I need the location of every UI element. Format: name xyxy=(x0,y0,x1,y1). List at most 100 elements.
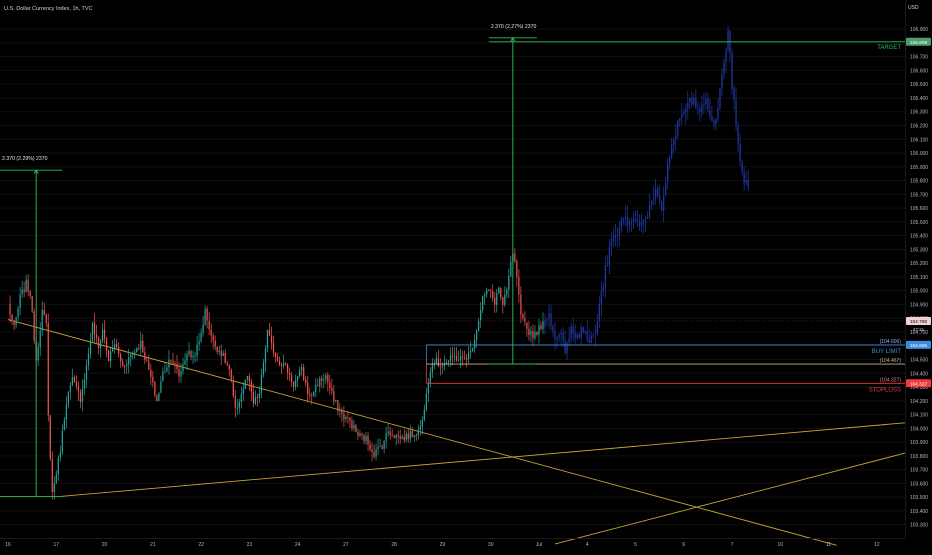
candle xyxy=(377,446,379,449)
y-tick-label: 103.500 xyxy=(910,495,928,501)
candle xyxy=(480,310,482,321)
candle xyxy=(162,371,164,382)
projection-candle xyxy=(673,138,675,145)
y-tick-label: 105.400 xyxy=(910,234,928,240)
candle xyxy=(188,351,190,355)
candle xyxy=(375,448,377,457)
projection-candle xyxy=(598,304,600,322)
candle xyxy=(496,293,498,305)
y-tick-label: 103.800 xyxy=(910,454,928,460)
projection-candle xyxy=(558,334,560,338)
candle xyxy=(220,350,222,356)
projection-candle xyxy=(642,219,645,222)
projection-candle xyxy=(640,221,643,226)
projection-candle xyxy=(695,97,697,109)
candle xyxy=(403,436,405,441)
candle xyxy=(101,329,104,342)
candle xyxy=(427,383,429,394)
projection-candle xyxy=(654,188,657,199)
candle xyxy=(176,364,178,369)
candle xyxy=(198,341,200,345)
candles xyxy=(9,248,544,500)
candle xyxy=(506,289,508,295)
candle xyxy=(282,363,285,366)
candle xyxy=(536,332,538,335)
candle xyxy=(214,340,216,347)
candle xyxy=(270,335,273,343)
projection-candle xyxy=(556,337,558,340)
candle xyxy=(447,360,450,363)
candle xyxy=(476,330,478,341)
trendline-ascending-lower[interactable] xyxy=(60,422,906,497)
projection-candle xyxy=(572,326,574,333)
candle xyxy=(156,395,158,401)
trendline-ascending-far[interactable] xyxy=(554,452,906,545)
candle xyxy=(339,410,341,412)
projection-candle xyxy=(731,52,733,89)
candle xyxy=(202,324,204,333)
y-tick-label: 105.900 xyxy=(910,165,928,171)
projection-candle xyxy=(689,98,691,103)
candle xyxy=(498,287,500,294)
candle xyxy=(21,289,23,295)
projection-candle xyxy=(550,313,552,326)
candle xyxy=(311,395,313,397)
candle xyxy=(262,362,265,375)
projection-candle xyxy=(618,227,621,237)
candle xyxy=(482,296,484,311)
projection-candle xyxy=(727,30,729,51)
price-levels[interactable]: TARGET (104.606) BUY LIMIT (104.467) (104.32… xyxy=(0,41,905,394)
candle xyxy=(276,357,279,361)
candle xyxy=(327,375,329,383)
candle xyxy=(27,279,29,291)
candle xyxy=(331,387,333,392)
projection-candle xyxy=(582,327,584,333)
y-tick-label: 106.600 xyxy=(910,68,928,74)
projection-candle xyxy=(622,218,625,219)
x-tick-label: 20 xyxy=(102,542,108,548)
candle xyxy=(79,391,82,402)
projection-candle xyxy=(709,110,711,117)
price-axis[interactable]: 103.300 103.400 103.500 103.600 103.700 103.8… xyxy=(910,27,928,529)
candle xyxy=(192,355,194,358)
projection-candle xyxy=(560,332,562,335)
candle xyxy=(124,365,126,367)
candle xyxy=(421,419,423,427)
projection-candle xyxy=(701,105,703,113)
candle xyxy=(469,350,472,353)
candle xyxy=(71,377,74,386)
y-tick-label: 104.100 xyxy=(910,413,928,419)
candle xyxy=(399,435,401,439)
candle xyxy=(168,359,170,368)
candle xyxy=(389,431,391,436)
projection-candle xyxy=(713,120,715,124)
projection-candle xyxy=(703,104,705,106)
candle xyxy=(357,431,359,436)
measure-tools[interactable]: 2.370 (2.29%) 2370 2.370 (2.27%) 2370 xyxy=(0,24,537,497)
entry-value: (104.467) xyxy=(880,358,902,364)
candle xyxy=(391,435,393,437)
projection-candle xyxy=(600,290,602,305)
candle xyxy=(369,444,371,450)
candle xyxy=(39,330,41,348)
candle xyxy=(152,377,154,383)
candle xyxy=(286,363,289,374)
candle xyxy=(190,351,192,358)
candle xyxy=(114,344,116,348)
projection-candle xyxy=(671,144,673,158)
projection-candle xyxy=(667,163,669,183)
candle xyxy=(55,474,57,484)
projection-candle xyxy=(723,62,725,75)
x-tick-label: Jul xyxy=(536,542,542,548)
candle xyxy=(520,294,522,315)
candle xyxy=(65,404,67,420)
projection-candle xyxy=(590,335,592,343)
time-axis[interactable]: 16 17 20 21 22 23 24 27 28 29 30 Jul 4 5 6 7 10 11 12 xyxy=(5,542,880,548)
candle xyxy=(387,431,389,434)
candle xyxy=(319,378,321,387)
candle xyxy=(508,276,510,290)
candle xyxy=(150,369,152,378)
candle xyxy=(13,320,15,326)
